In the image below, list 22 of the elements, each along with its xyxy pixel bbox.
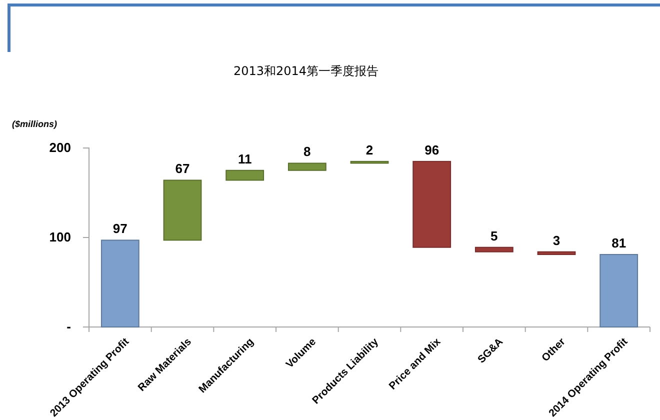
bar [100, 240, 140, 328]
data-label: 81 [612, 236, 626, 251]
data-label: 11 [238, 151, 252, 166]
data-label: 67 [175, 161, 190, 176]
bar [537, 251, 576, 256]
bar [288, 162, 326, 171]
data-label: 3 [552, 232, 560, 248]
data-label: 2 [366, 142, 374, 158]
bar [163, 180, 202, 241]
data-label: 96 [424, 142, 440, 158]
bar [226, 170, 264, 181]
y-axis-title: ($millions) [12, 119, 58, 129]
data-label: 5 [490, 228, 498, 244]
y-tick-label: - [66, 319, 71, 334]
bar [600, 254, 638, 328]
bar [474, 246, 514, 252]
bar [412, 160, 452, 248]
data-label: 97 [112, 221, 128, 236]
chart-title: 2013和2014第一季度报告 [233, 64, 379, 78]
y-tick-label: 200 [49, 140, 71, 156]
data-label: 8 [304, 144, 311, 160]
y-tick-label: 100 [49, 230, 71, 245]
